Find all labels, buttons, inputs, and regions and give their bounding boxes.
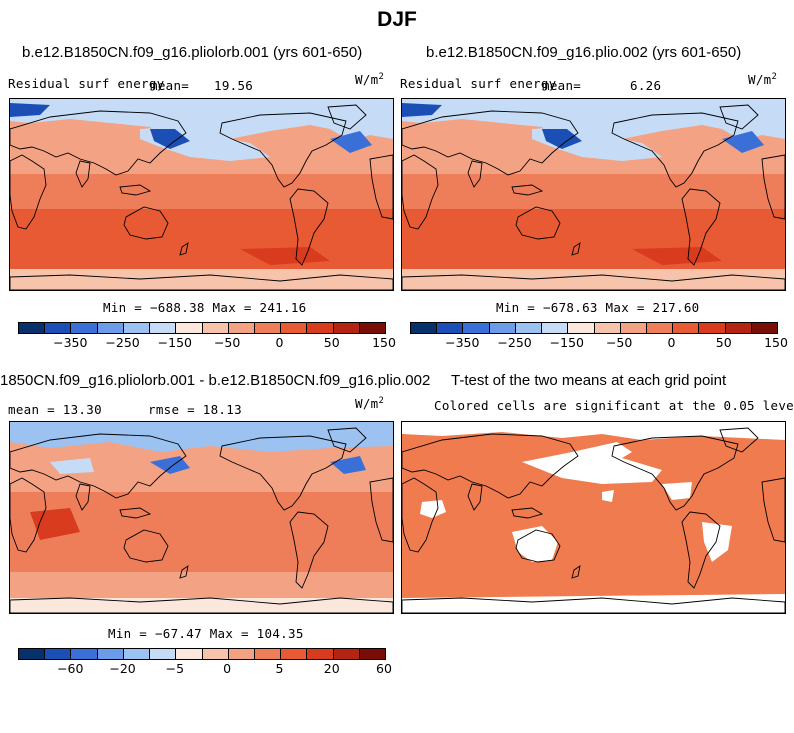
colorbar-swatch [725, 323, 752, 333]
colorbar-swatch [594, 323, 621, 333]
colorbar-swatch [620, 323, 647, 333]
colorbar-swatch [333, 323, 360, 333]
colorbar-swatch [19, 323, 46, 333]
colorbar-swatch [228, 323, 255, 333]
colorbar-swatch [673, 323, 700, 333]
panel1-variable-label: Residual surf energy [8, 76, 165, 91]
panel1-mean-value: 19.56 [214, 78, 254, 93]
panel2-variable-label: Residual surf energy [400, 76, 557, 91]
panel3-rmse: rmse = 18.13 [148, 402, 242, 417]
map-field [10, 99, 393, 290]
figure-title: DJF [377, 8, 417, 31]
colorbar-swatch [542, 323, 569, 333]
colorbar-swatch [176, 323, 203, 333]
colorbar-swatch [254, 323, 282, 333]
panel2-mean-label: mean= [542, 78, 582, 93]
panel4-title: T-test of the two means at each grid poi… [451, 372, 727, 389]
colorbar-swatch [150, 323, 177, 333]
colorbar-swatch [202, 323, 229, 333]
panel3-colorbar [18, 648, 386, 660]
panel3-mean: mean = 13.30 [8, 402, 102, 417]
panel1-mean-label: mean= [150, 78, 190, 93]
colorbar-tick-label: −250 [105, 335, 140, 350]
panel1-map [9, 98, 394, 291]
colorbar-swatch [646, 323, 674, 333]
panel2-min-max: Min = −678.63 Max = 217.60 [496, 300, 700, 315]
colorbar-swatch [281, 649, 308, 659]
colorbar-tick-label: 150 [372, 335, 396, 350]
panel2-units: W/m2 [748, 72, 778, 88]
colorbar-tick-label: −60 [57, 661, 84, 676]
panel2-colorbar [410, 322, 778, 334]
colorbar-swatch [463, 323, 490, 333]
panel4-map [401, 421, 786, 614]
colorbar-tick-label: −5 [165, 661, 185, 676]
colorbar-swatch [359, 323, 386, 333]
panel4-subtitle: Colored cells are significant at the 0.0… [434, 398, 794, 413]
colorbar-swatch [515, 323, 543, 333]
map-field [402, 422, 785, 613]
colorbar-swatch [281, 323, 308, 333]
colorbar-swatch [254, 649, 282, 659]
colorbar-tick-label: 0 [275, 335, 284, 350]
colorbar-swatch [411, 323, 438, 333]
colorbar-swatch [19, 649, 46, 659]
colorbar-tick-label: 20 [323, 661, 340, 676]
panel3-min-max: Min = −67.47 Max = 104.35 [108, 626, 304, 641]
colorbar-swatch [150, 649, 177, 659]
colorbar-tick-label: 50 [715, 335, 732, 350]
panel3-units: W/m2 [355, 396, 385, 412]
colorbar-tick-label: 50 [323, 335, 340, 350]
colorbar-swatch [568, 323, 595, 333]
colorbar-tick-label: −150 [549, 335, 585, 350]
colorbar-tick-label: −250 [497, 335, 532, 350]
colorbar-swatch [176, 649, 203, 659]
colorbar-swatch [45, 323, 72, 333]
map-field [10, 422, 393, 613]
panel1-units: W/m2 [355, 72, 385, 88]
colorbar-swatch [97, 649, 124, 659]
panel1-title: b.e12.B1850CN.f09_g16.pliolorb.001 (yrs … [22, 44, 363, 61]
colorbar-swatch [123, 323, 151, 333]
colorbar-swatch [699, 323, 726, 333]
colorbar-swatch [751, 323, 778, 333]
colorbar-tick-label: −350 [445, 335, 480, 350]
colorbar-swatch [307, 323, 334, 333]
colorbar-swatch [359, 649, 386, 659]
colorbar-swatch [437, 323, 464, 333]
colorbar-tick-label: 0 [223, 661, 232, 676]
colorbar-tick-label: 60 [376, 661, 392, 676]
panel2-mean-value: 6.26 [630, 78, 662, 93]
colorbar-tick-label: −350 [53, 335, 88, 350]
colorbar-tick-label: 0 [667, 335, 676, 350]
panel1-min-max: Min = −688.38 Max = 241.16 [103, 300, 307, 315]
colorbar-tick-label: 5 [275, 661, 284, 676]
panel1-colorbar [18, 322, 386, 334]
colorbar-tick-label: 150 [764, 335, 788, 350]
colorbar-tick-label: −50 [605, 335, 633, 350]
colorbar-swatch [489, 323, 516, 333]
colorbar-tick-label: −20 [109, 661, 136, 676]
colorbar-swatch [71, 323, 98, 333]
colorbar-swatch [228, 649, 255, 659]
colorbar-swatch [202, 649, 229, 659]
colorbar-swatch [123, 649, 151, 659]
colorbar-swatch [45, 649, 72, 659]
map-field [402, 99, 785, 290]
colorbar-tick-label: −50 [213, 335, 241, 350]
colorbar-swatch [71, 649, 98, 659]
panel2-map [401, 98, 786, 291]
colorbar-swatch [97, 323, 124, 333]
panel3-map [9, 421, 394, 614]
panel2-title: b.e12.B1850CN.f09_g16.plio.002 (yrs 601-… [426, 44, 742, 61]
colorbar-swatch [307, 649, 334, 659]
colorbar-swatch [333, 649, 360, 659]
panel3-title: 1850CN.f09_g16.pliolorb.001 - b.e12.B185… [0, 372, 431, 389]
colorbar-tick-label: −150 [157, 335, 193, 350]
